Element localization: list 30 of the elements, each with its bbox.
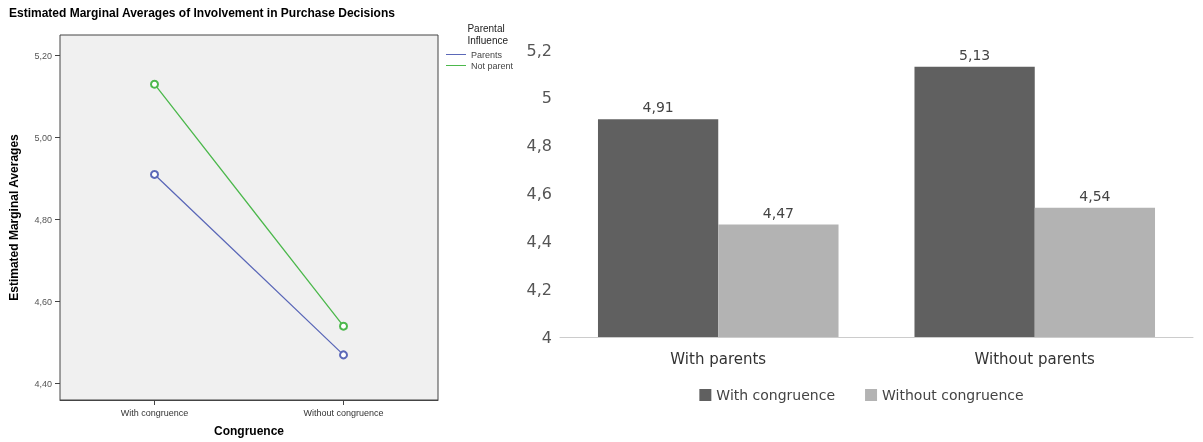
- x-axis-title: Congruence: [213, 424, 285, 438]
- point: [339, 350, 348, 360]
- y-tick-label: 4,4: [526, 231, 552, 251]
- y-tick-label: 4,6: [526, 184, 552, 203]
- data-label: 4,91: [642, 99, 674, 116]
- legend-label: Parents: [470, 49, 503, 60]
- y-axis-title: Estimated Marginal Averages: [7, 133, 21, 301]
- x-tick-label: Without parents: [974, 349, 1096, 368]
- data-label: 4,54: [1079, 187, 1111, 204]
- legend-label: Not parent: [470, 60, 514, 71]
- point: [150, 169, 159, 179]
- y-tick-label: 4,60: [34, 296, 52, 307]
- y-tick-label: 4,8: [526, 136, 552, 156]
- chart-title: Estimated Marginal Averages of Involvement in Purchase Decisions: [9, 6, 396, 20]
- y-tick-label: 4,40: [34, 378, 52, 389]
- y-tick-label: 4,2: [526, 279, 552, 299]
- data-label: 4,47: [762, 204, 794, 221]
- y-tick-label: 4,80: [34, 214, 52, 225]
- legend-title: Parental Influence: [467, 22, 509, 46]
- x-tick-label: With parents: [670, 349, 767, 368]
- point: [339, 321, 348, 331]
- y-tick-label: 5,00: [34, 132, 52, 143]
- legend-label: With congruence: [716, 387, 836, 403]
- point: [150, 79, 159, 89]
- y-tick-label: 5: [541, 88, 552, 108]
- y-tick-label: 5,20: [34, 50, 52, 61]
- y-tick-label: 5,2: [526, 40, 552, 60]
- data-label: 5,13: [959, 46, 991, 63]
- legend-label: Without congruence: [882, 387, 1024, 403]
- y-tick-label: 4: [541, 327, 552, 347]
